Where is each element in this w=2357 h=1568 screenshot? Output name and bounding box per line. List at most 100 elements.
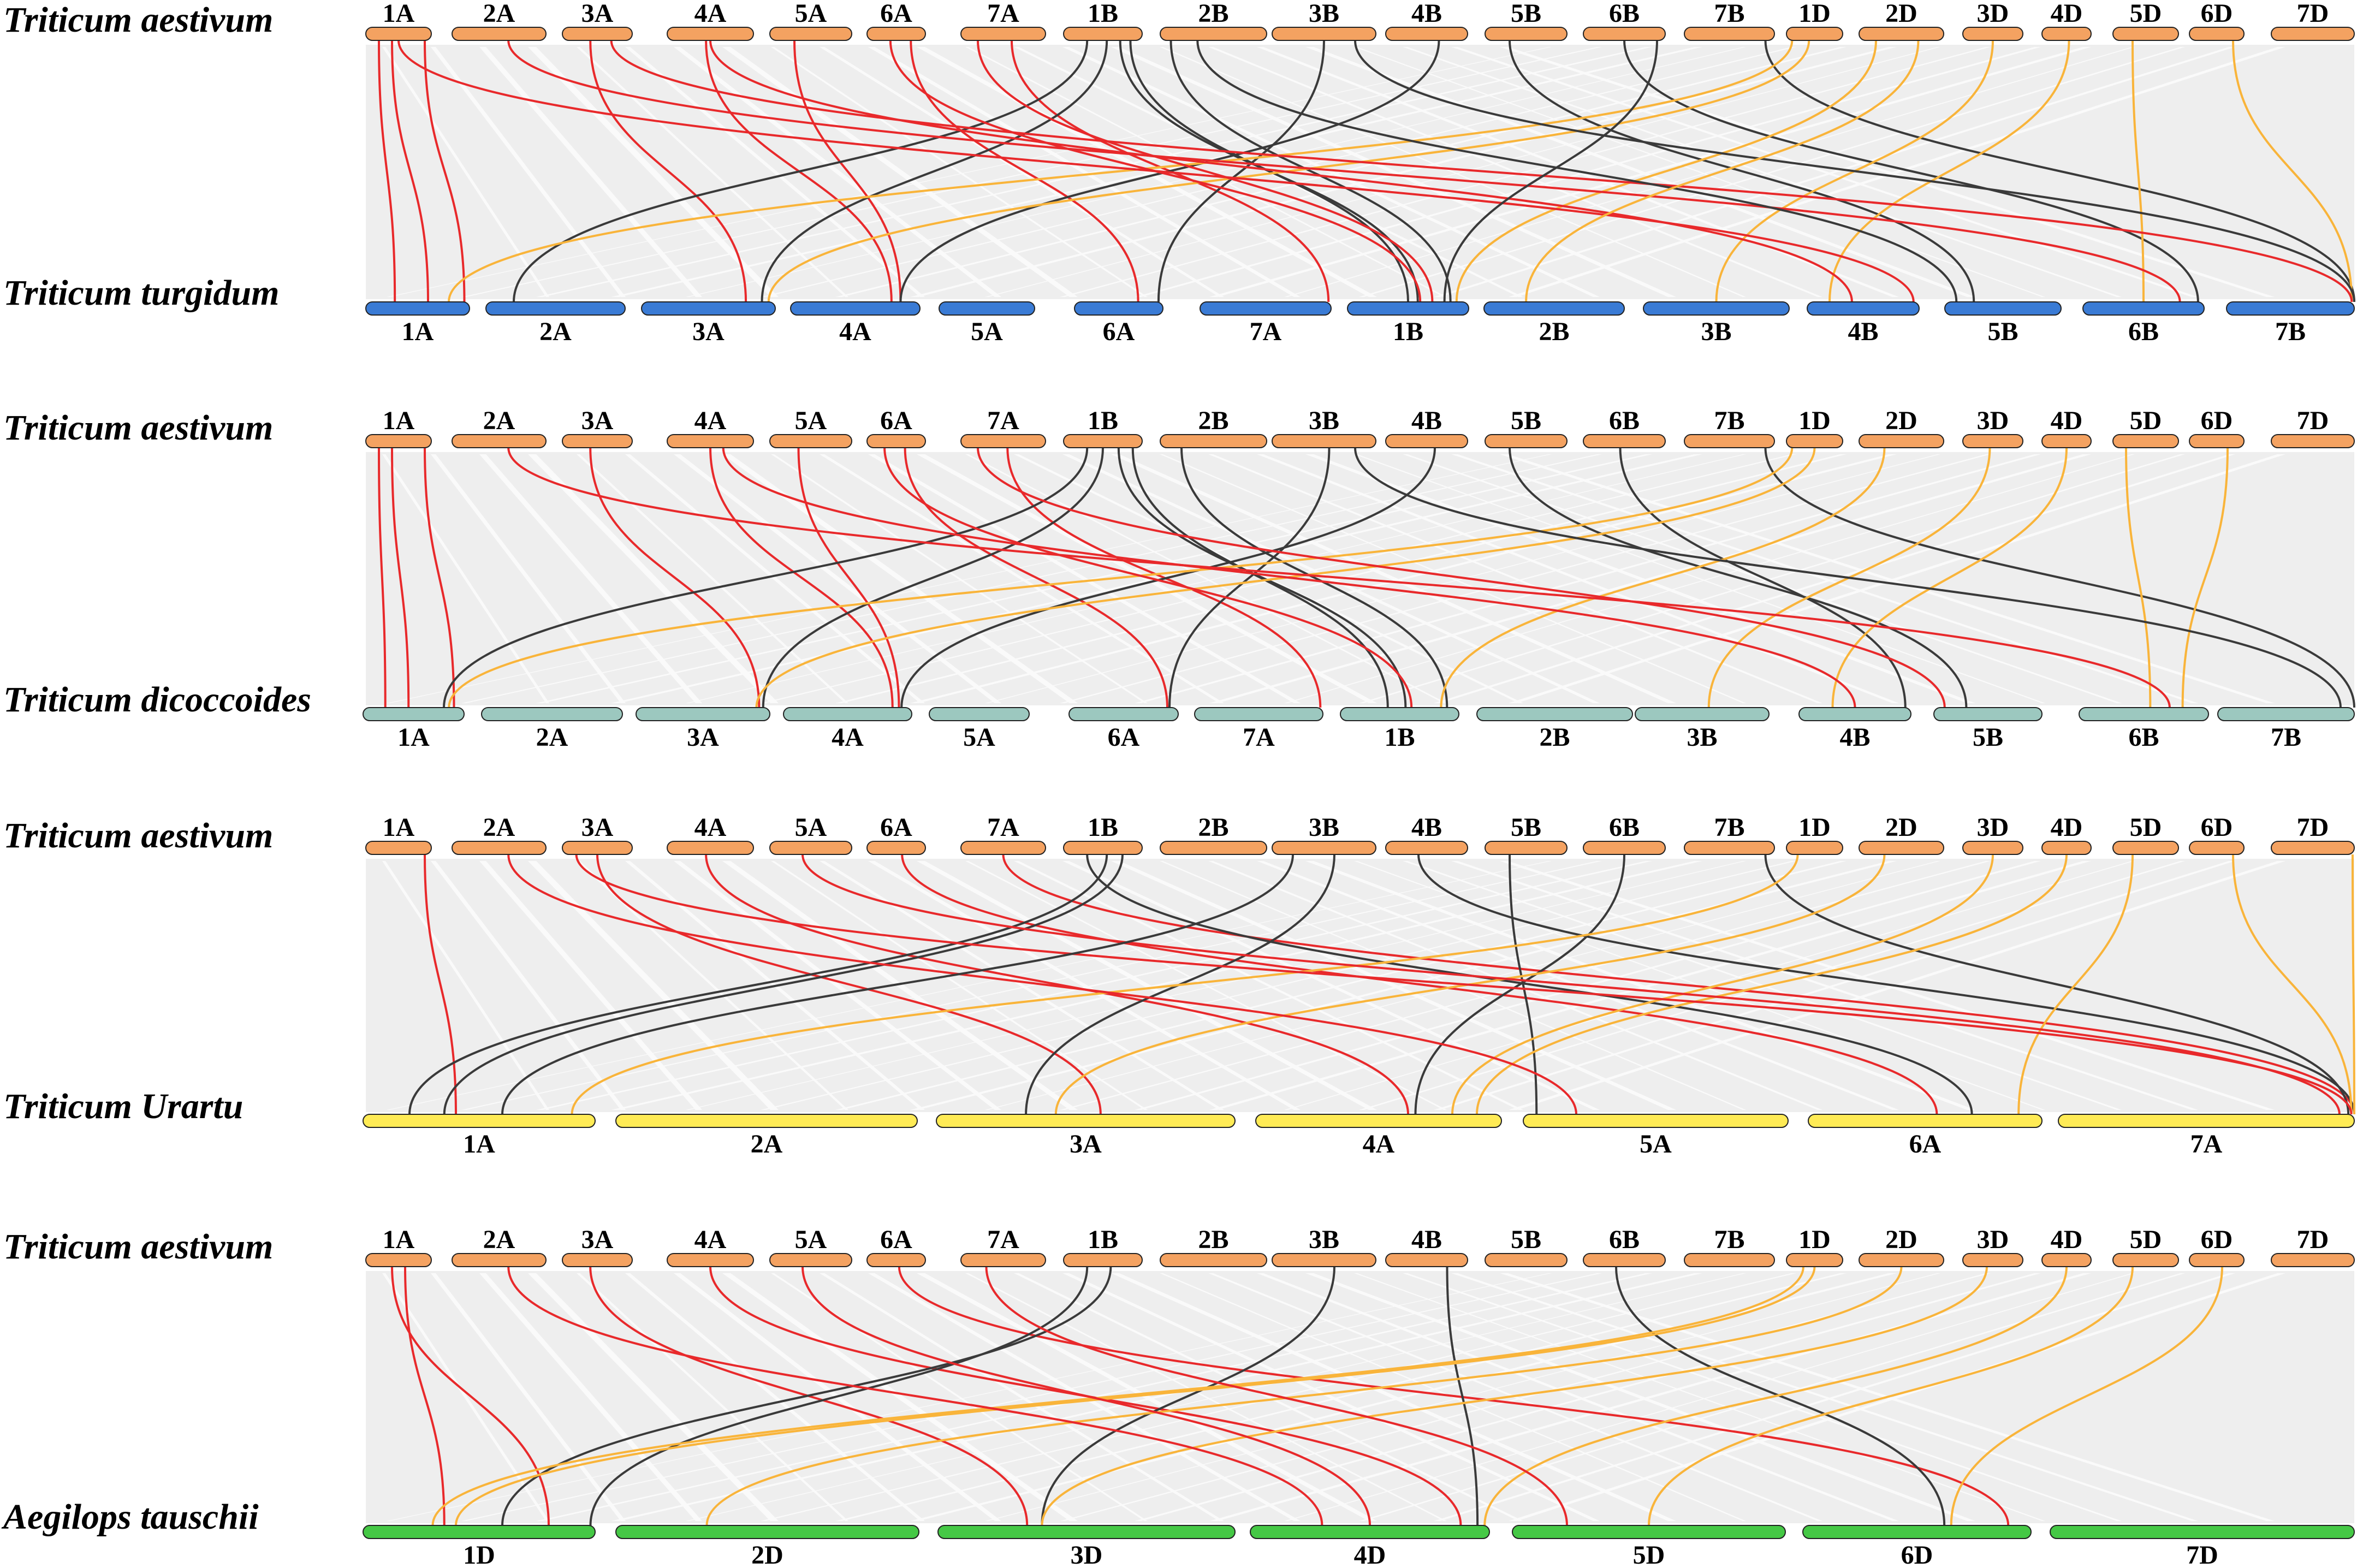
- background-block: [820, 1273, 1224, 1521]
- top-chromosome-label: 6B: [1609, 406, 1640, 435]
- background-block: [1060, 454, 1991, 703]
- synteny-link: [1455, 40, 1877, 302]
- top-chromosome: [1385, 1253, 1468, 1267]
- background-block: [1305, 861, 1975, 1110]
- background-block: [387, 861, 1552, 1110]
- synteny-link: [1831, 447, 2068, 708]
- background-block: [1403, 454, 2122, 703]
- top-chromosome: [2041, 1253, 2092, 1267]
- synteny-link: [985, 1266, 1568, 1526]
- bottom-chromosome-label: 4A: [839, 317, 871, 346]
- bottom-chromosome: [1798, 707, 1911, 721]
- top-chromosome-label: 1A: [383, 813, 415, 842]
- bottom-chromosome-label: 3D: [1071, 1541, 1103, 1568]
- bottom-chromosome: [1347, 301, 1469, 316]
- bottom-chromosome: [1476, 707, 1633, 721]
- bottom-chromosome: [2082, 301, 2205, 316]
- synteny-links: [391, 1266, 2223, 1526]
- synteny-link: [1483, 1266, 2068, 1526]
- top-species-label: Triticum aestivum: [3, 0, 273, 40]
- background-block: [868, 454, 1301, 703]
- synteny-link: [761, 40, 1108, 302]
- background-block: [1135, 1273, 2041, 1521]
- top-chromosome-label: 2B: [1198, 406, 1228, 435]
- synteny-link: [424, 447, 455, 708]
- top-chromosome: [866, 841, 926, 855]
- top-chromosome: [1485, 1253, 1568, 1267]
- background-block: [835, 861, 1847, 1110]
- top-chromosome-label: 2A: [483, 0, 515, 28]
- top-chromosome-label: 7B: [1714, 0, 1744, 28]
- synteny-link: [507, 447, 2171, 708]
- bottom-chromosome: [937, 1525, 1236, 1539]
- synteny-link: [1443, 40, 1658, 302]
- top-chromosome: [667, 434, 754, 448]
- background-block: [382, 1273, 549, 1521]
- background-block: [910, 454, 1897, 703]
- synteny-link: [507, 1266, 1323, 1526]
- synteny-link: [455, 1266, 1816, 1526]
- top-chromosome-label: 5B: [1511, 1225, 1541, 1254]
- top-chromosome-label: 1B: [1088, 406, 1118, 435]
- synteny-link: [1417, 854, 2355, 1115]
- top-chromosome: [2041, 841, 2092, 855]
- background-block: [1208, 454, 1822, 703]
- synteny-link: [762, 447, 1104, 708]
- top-chromosome: [1786, 841, 1843, 855]
- top-species-label: Triticum aestivum: [3, 816, 273, 856]
- synteny-link: [1525, 40, 1920, 302]
- top-chromosome: [1160, 27, 1267, 41]
- top-chromosome-label: 5D: [2130, 1225, 2162, 1254]
- bottom-chromosome-label: 6B: [2128, 317, 2159, 346]
- bottom-chromosome-label: 2D: [751, 1541, 783, 1568]
- top-chromosome: [2112, 434, 2179, 448]
- background-block: [1354, 1273, 2045, 1521]
- top-chromosome-label: 4D: [2051, 813, 2083, 842]
- bottom-chromosome-label: 3A: [687, 723, 719, 752]
- top-chromosome-label: 7D: [2297, 0, 2329, 28]
- top-chromosome-label: 5B: [1511, 406, 1541, 435]
- bottom-chromosome-label: 5A: [1640, 1130, 1672, 1159]
- background-block: [1208, 861, 1822, 1110]
- top-chromosome: [452, 27, 547, 41]
- top-chromosome: [1962, 434, 2023, 448]
- background-block: [1062, 454, 1600, 703]
- synteny-links: [378, 447, 2355, 708]
- background-synteny-blocks: [382, 1273, 2285, 1521]
- synteny-link: [501, 854, 1294, 1115]
- synteny-link: [889, 40, 1422, 302]
- bottom-chromosome: [363, 1525, 596, 1539]
- top-chromosome: [2041, 27, 2092, 41]
- top-species-label: Triticum aestivum: [3, 408, 273, 448]
- synteny-link: [1648, 1266, 2134, 1526]
- top-chromosome: [2271, 27, 2355, 41]
- background-block: [625, 1273, 925, 1521]
- background-block: [611, 861, 1702, 1110]
- top-chromosome: [2041, 434, 2092, 448]
- synteny-link: [2181, 447, 2229, 708]
- top-chromosome-label: 6D: [2201, 0, 2233, 28]
- top-chromosome-label: 2D: [1885, 406, 1917, 435]
- background-block: [1208, 1273, 1822, 1521]
- synteny-link: [883, 447, 1413, 708]
- synteny-link: [910, 40, 1139, 302]
- top-chromosome-label: 1A: [383, 406, 415, 435]
- background-block: [1284, 1273, 2135, 1521]
- background-block: [382, 454, 549, 703]
- synteny-panel: Triticum aestivum Triticum Urartu 1A 2A 3A 4A…: [3, 813, 2355, 1159]
- synteny-link: [1169, 40, 1452, 302]
- top-chromosome: [1786, 27, 1843, 41]
- synteny-link: [904, 447, 1168, 708]
- bottom-chromosome: [1807, 301, 1920, 316]
- top-chromosome: [1786, 434, 1843, 448]
- top-chromosome: [769, 841, 852, 855]
- synteny-link: [898, 1266, 2010, 1526]
- top-chromosome-label: 3D: [1977, 0, 2009, 28]
- bottom-chromosome: [1933, 707, 2043, 721]
- background-block: [1160, 454, 1746, 703]
- background-block: [1111, 454, 1676, 703]
- top-chromosome-label: 6D: [2201, 1225, 2233, 1254]
- bottom-chromosome: [636, 707, 770, 721]
- synteny-link: [571, 854, 1799, 1115]
